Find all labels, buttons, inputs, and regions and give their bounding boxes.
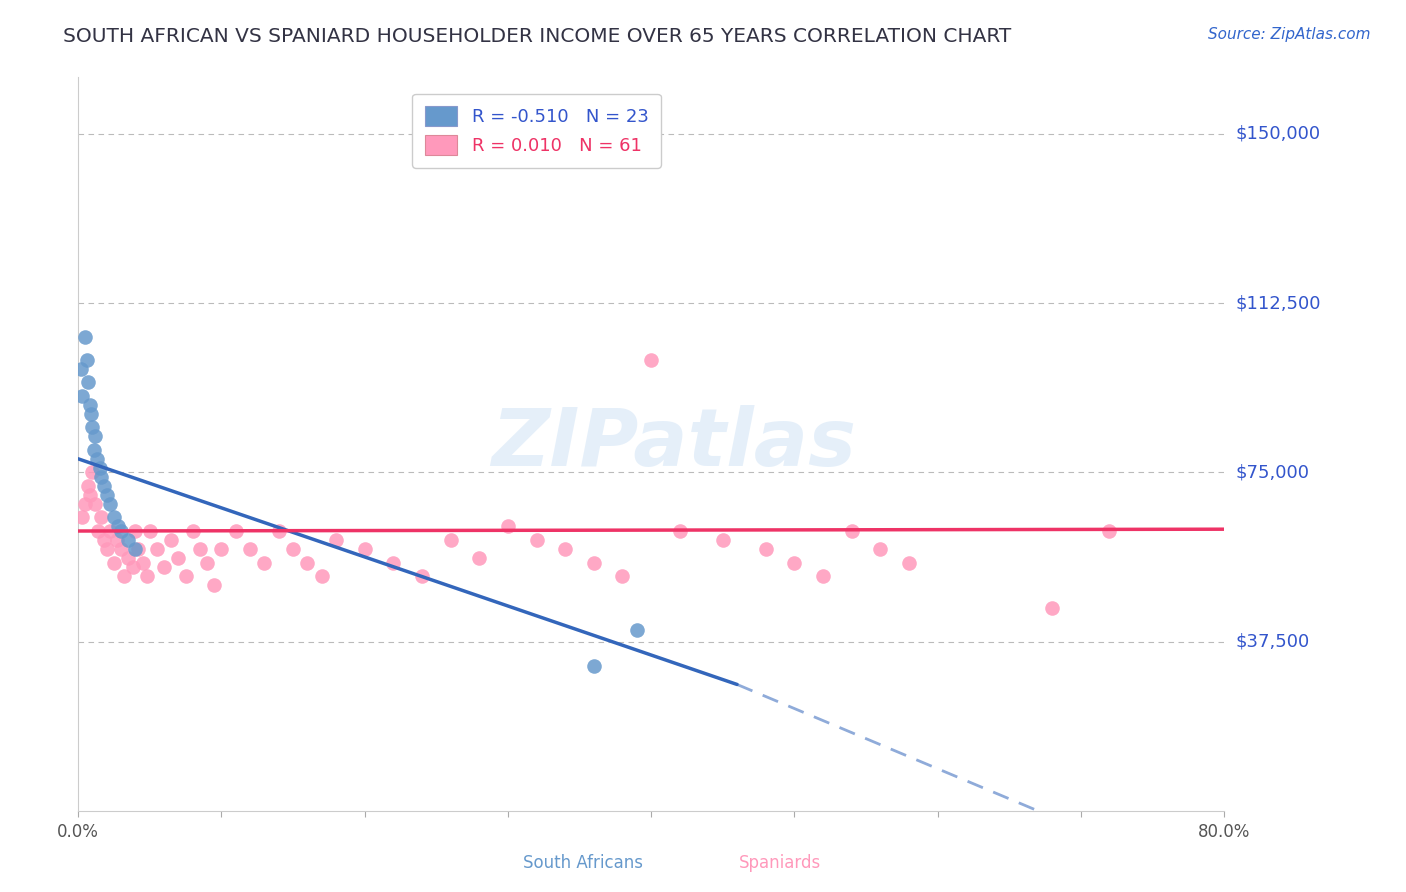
Point [755, 542, 778, 557]
Point [90, 470, 112, 484]
Point [84, 429, 107, 443]
Point [93, 479, 115, 493]
Point [582, 659, 605, 673]
Point [82, 420, 104, 434]
Point [135, 569, 157, 583]
Point [83, 442, 105, 457]
Point [841, 524, 863, 538]
Text: $75,000: $75,000 [1236, 463, 1309, 482]
Point [131, 556, 153, 570]
Text: $150,000: $150,000 [1236, 125, 1320, 143]
Point [77, 375, 100, 389]
Point [121, 560, 143, 574]
Legend: R = -0.510   N = 23, R = 0.010   N = 61: R = -0.510 N = 23, R = 0.010 N = 61 [412, 94, 661, 168]
Point [281, 542, 304, 557]
Point [107, 519, 129, 533]
Point [439, 533, 461, 547]
Point [1098, 524, 1121, 538]
Point [1040, 600, 1063, 615]
Point [96, 488, 118, 502]
Point [783, 556, 806, 570]
Point [80, 407, 103, 421]
Point [253, 556, 276, 570]
Point [869, 542, 891, 557]
Point [110, 524, 132, 538]
Point [153, 560, 176, 574]
Point [612, 569, 634, 583]
Point [103, 556, 125, 570]
Text: ZIPatlas: ZIPatlas [492, 405, 856, 483]
Text: South Africans: South Africans [523, 855, 644, 872]
Point [468, 551, 491, 566]
Point [668, 524, 690, 538]
Point [79, 398, 101, 412]
Point [84, 497, 107, 511]
Point [124, 542, 146, 557]
Point [188, 542, 211, 557]
Point [811, 569, 834, 583]
Point [98, 497, 121, 511]
Point [72, 389, 94, 403]
Text: Spaniards: Spaniards [740, 855, 821, 872]
Point [297, 556, 319, 570]
Point [98, 524, 121, 538]
Point [267, 524, 290, 538]
Point [75, 330, 97, 344]
Point [195, 556, 218, 570]
Point [209, 542, 232, 557]
Point [117, 533, 139, 547]
Point [76, 352, 98, 367]
Point [496, 519, 519, 533]
Point [93, 533, 115, 547]
Point [110, 542, 132, 557]
Point [127, 542, 149, 557]
Point [103, 510, 125, 524]
Point [124, 524, 146, 538]
Point [711, 533, 734, 547]
Point [382, 556, 405, 570]
Point [79, 488, 101, 502]
Point [89, 460, 111, 475]
Point [112, 569, 135, 583]
Point [582, 556, 605, 570]
Point [167, 551, 190, 566]
Point [411, 569, 433, 583]
Point [77, 479, 100, 493]
Text: $112,500: $112,500 [1236, 294, 1320, 312]
Point [311, 569, 333, 583]
Point [626, 624, 648, 638]
Point [239, 542, 262, 557]
Point [897, 556, 920, 570]
Text: SOUTH AFRICAN VS SPANIARD HOUSEHOLDER INCOME OVER 65 YEARS CORRELATION CHART: SOUTH AFRICAN VS SPANIARD HOUSEHOLDER IN… [63, 27, 1011, 45]
Point [75, 497, 97, 511]
Point [181, 524, 204, 538]
Point [70, 361, 93, 376]
Point [526, 533, 548, 547]
Point [146, 542, 169, 557]
Point [160, 533, 183, 547]
Point [554, 542, 576, 557]
Point [105, 533, 128, 547]
Point [117, 551, 139, 566]
Point [174, 569, 197, 583]
Point [72, 510, 94, 524]
Point [90, 510, 112, 524]
Point [353, 542, 375, 557]
Point [225, 524, 247, 538]
Point [82, 466, 104, 480]
Point [325, 533, 347, 547]
Point [640, 352, 662, 367]
Point [96, 542, 118, 557]
Point [202, 578, 225, 592]
Point [86, 451, 108, 466]
Text: $37,500: $37,500 [1236, 632, 1309, 650]
Point [139, 524, 162, 538]
Text: Source: ZipAtlas.com: Source: ZipAtlas.com [1208, 27, 1371, 42]
Point [87, 524, 110, 538]
